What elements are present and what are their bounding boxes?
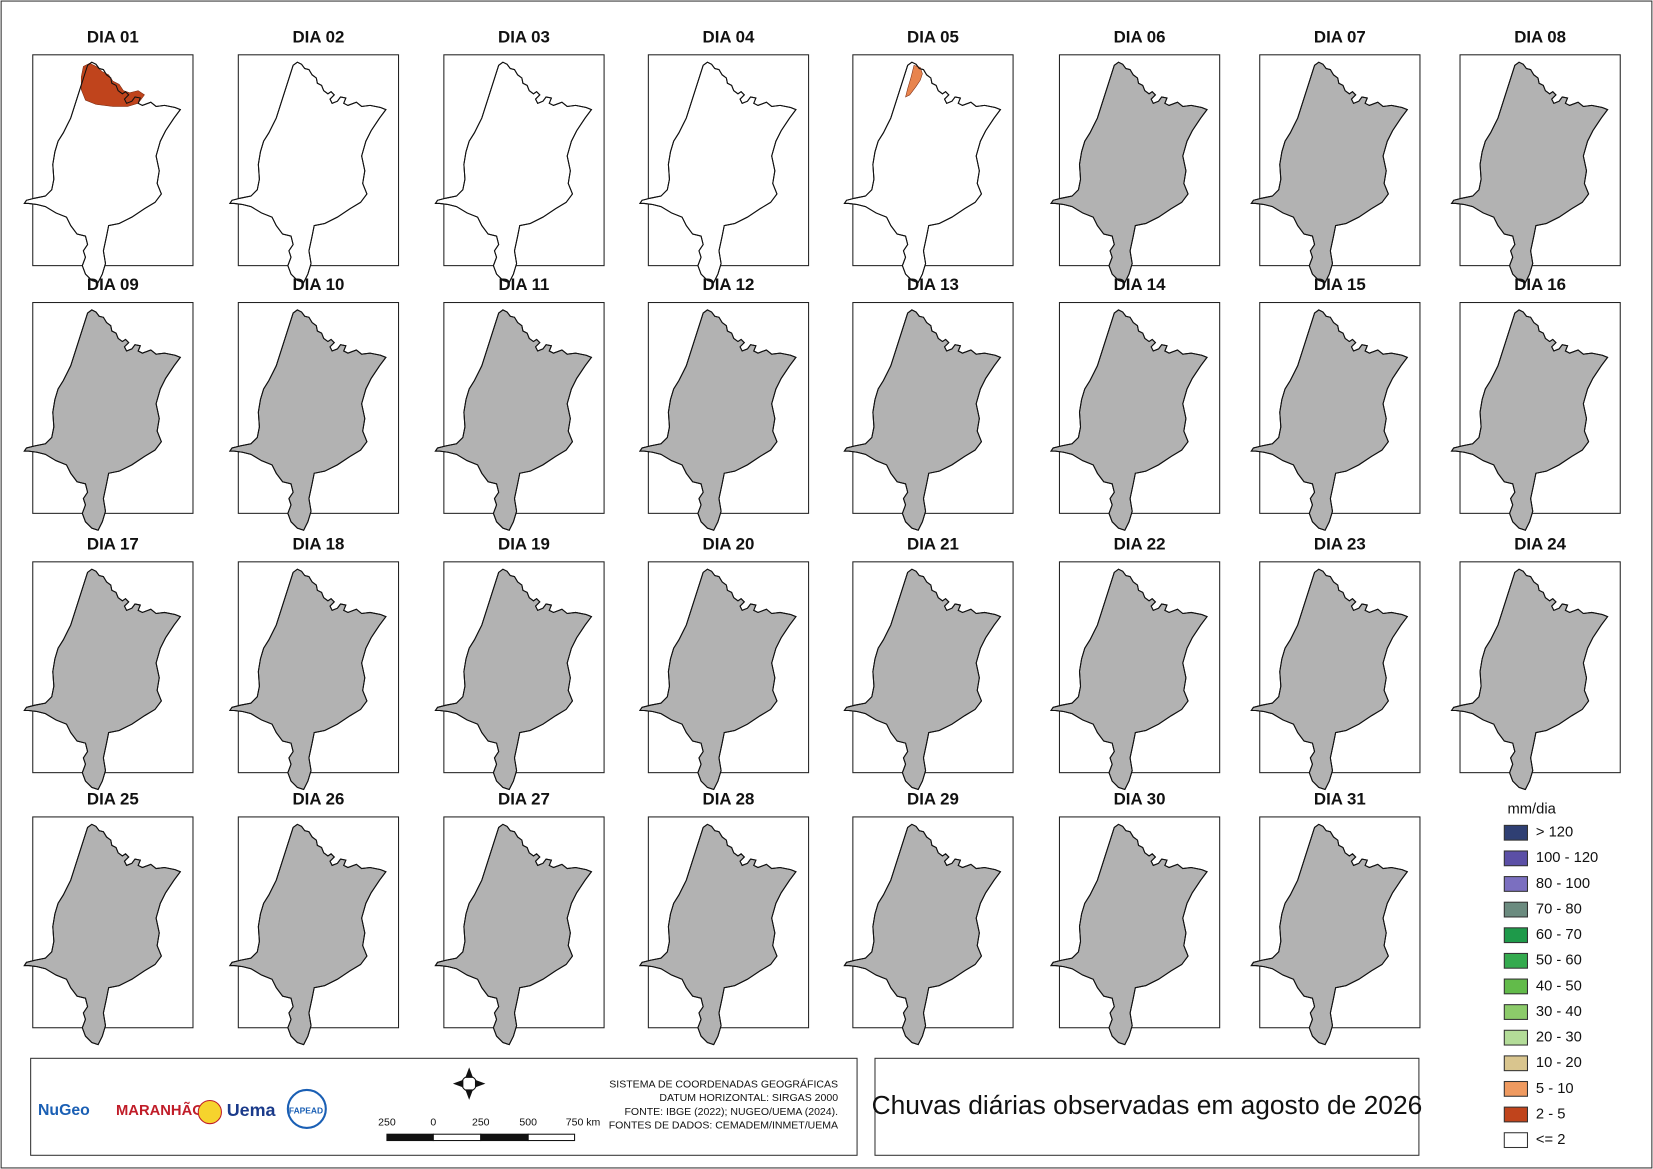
legend-label: 30 - 40 bbox=[1536, 1004, 1582, 1020]
legend-swatch bbox=[1503, 1132, 1529, 1149]
scale-label: 250 bbox=[472, 1116, 490, 1128]
panels: DIA 01 DIA 02 DIA 03 DIA 04 DIA 05 DIA 06 DIA … bbox=[23, 27, 1621, 1046]
legend-swatch bbox=[1503, 876, 1529, 892]
legend-label: > 120 bbox=[1536, 825, 1573, 841]
panel-title: DIA 21 bbox=[907, 534, 959, 553]
panel-title: DIA 24 bbox=[1514, 534, 1566, 553]
metadata: SISTEMA DE COORDENADAS GEOGRÁFICAS DATUM … bbox=[609, 1077, 839, 1131]
scale-label: 750 km bbox=[566, 1116, 601, 1128]
panel-title: DIA 17 bbox=[87, 534, 139, 553]
legend: mm/dia > 120 100 - 120 80 - 100 70 - 80 60 - … bbox=[1503, 801, 1598, 1149]
legend-label: 80 - 100 bbox=[1536, 876, 1590, 892]
panel-title: DIA 31 bbox=[1314, 790, 1366, 809]
panel-title: DIA 10 bbox=[292, 275, 344, 294]
legend-label: 2 - 5 bbox=[1536, 1106, 1566, 1122]
panel-title: DIA 03 bbox=[498, 27, 550, 46]
panel-title: DIA 06 bbox=[1114, 27, 1166, 46]
metadata-line: FONTES DE DADOS: CEMADEM/INMET/UEMA bbox=[609, 1120, 838, 1132]
legend-swatch bbox=[1503, 1004, 1529, 1020]
panel-title: DIA 08 bbox=[1514, 27, 1566, 46]
panel-title: DIA 07 bbox=[1314, 27, 1366, 46]
legend-swatch bbox=[1503, 952, 1529, 969]
panel-title: DIA 27 bbox=[498, 790, 550, 809]
panel-title: DIA 19 bbox=[498, 534, 550, 553]
panel-title: DIA 26 bbox=[292, 790, 344, 809]
legend-label: 5 - 10 bbox=[1536, 1081, 1574, 1097]
panel-title: DIA 20 bbox=[703, 534, 755, 553]
state-map bbox=[23, 61, 181, 284]
metadata-line: DATUM HORIZONTAL: SIRGAS 2000 bbox=[659, 1092, 838, 1104]
scale-label: 0 bbox=[430, 1116, 436, 1128]
legend-swatch bbox=[1503, 1055, 1529, 1072]
panel-title: DIA 30 bbox=[1114, 790, 1166, 809]
panel-title: DIA 12 bbox=[703, 275, 755, 294]
panel-title: DIA 15 bbox=[1314, 275, 1366, 294]
rain-area bbox=[80, 62, 145, 107]
legend-swatch bbox=[1503, 927, 1529, 944]
panel-title: DIA 09 bbox=[87, 275, 139, 294]
scale-label: 500 bbox=[519, 1116, 537, 1128]
legend-title: mm/dia bbox=[1507, 801, 1556, 817]
north-arrow bbox=[452, 1067, 486, 1100]
panel-title: DIA 04 bbox=[703, 27, 755, 46]
legend-swatch bbox=[1503, 1106, 1529, 1123]
panel-title: DIA 02 bbox=[292, 27, 344, 46]
panel-title: DIA 11 bbox=[499, 275, 550, 294]
legend-label: 100 - 120 bbox=[1536, 850, 1598, 866]
logos: NuGeo MARANHÃO Uema FAPEAD bbox=[38, 1088, 327, 1129]
metadata-line: FONTE: IBGE (2022); NUGEO/UEMA (2024). bbox=[624, 1106, 838, 1118]
logo: MARANHÃO bbox=[116, 1101, 204, 1119]
logo: FAPEAD bbox=[289, 1105, 323, 1115]
panel-title: DIA 23 bbox=[1314, 534, 1366, 553]
rain-area bbox=[905, 65, 923, 98]
legend-label: 10 - 20 bbox=[1536, 1055, 1582, 1071]
map-title: Chuvas diárias observadas em agosto de 2… bbox=[872, 1090, 1423, 1120]
scale-bar bbox=[386, 1133, 576, 1142]
legend-swatch bbox=[1503, 850, 1529, 867]
panel-title: DIA 22 bbox=[1114, 534, 1166, 553]
metadata-line: SISTEMA DE COORDENADAS GEOGRÁFICAS bbox=[609, 1077, 838, 1090]
legend-label: 20 - 30 bbox=[1536, 1030, 1582, 1046]
logo-seal bbox=[197, 1099, 222, 1125]
legend-label: 60 - 70 bbox=[1536, 927, 1582, 943]
logo: NuGeo bbox=[38, 1102, 90, 1119]
logo-badge bbox=[286, 1088, 327, 1129]
panel-title: DIA 13 bbox=[907, 275, 959, 294]
logo: Uema bbox=[227, 1100, 277, 1120]
panel-title: DIA 16 bbox=[1514, 275, 1566, 294]
panel-title: DIA 29 bbox=[907, 790, 959, 809]
panel-title: DIA 14 bbox=[1114, 275, 1166, 294]
panel-title: DIA 01 bbox=[87, 27, 139, 46]
panel-title: DIA 28 bbox=[703, 790, 755, 809]
title-box bbox=[874, 1057, 1420, 1156]
legend-label: <= 2 bbox=[1536, 1132, 1566, 1148]
state-map bbox=[843, 61, 1001, 284]
panel-title: DIA 05 bbox=[907, 27, 959, 46]
panel-title: DIA 25 bbox=[87, 790, 139, 809]
panel-title: DIA 18 bbox=[292, 534, 344, 553]
legend-label: 50 - 60 bbox=[1536, 953, 1582, 969]
scale-label: 250 bbox=[378, 1116, 396, 1128]
legend-swatch bbox=[1503, 978, 1529, 995]
legend-label: 70 - 80 bbox=[1536, 901, 1582, 917]
legend-swatch bbox=[1503, 1080, 1529, 1097]
legend-label: 40 - 50 bbox=[1536, 978, 1582, 994]
scale-labels: 250 0 250 500 750 km bbox=[378, 1116, 600, 1128]
legend-swatch bbox=[1503, 824, 1529, 841]
legend-swatch bbox=[1503, 901, 1529, 918]
legend-swatch bbox=[1503, 1029, 1529, 1046]
